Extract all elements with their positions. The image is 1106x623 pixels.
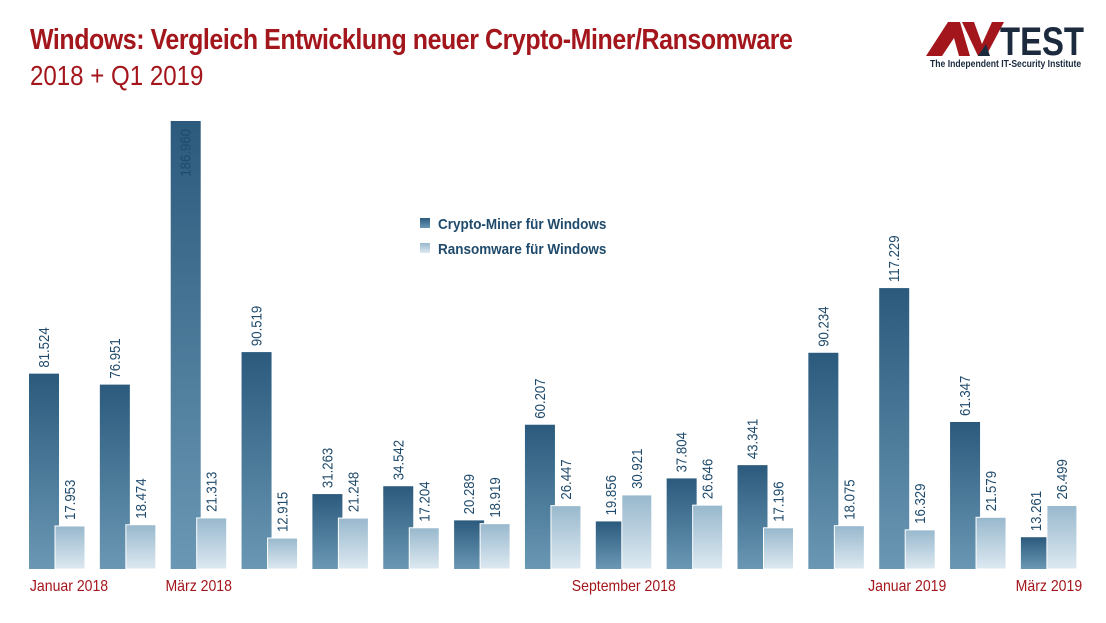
- x-tick-label: Januar 2019: [868, 577, 946, 595]
- bar-crypto-miner: [595, 521, 626, 569]
- bar-ransomware: [621, 494, 653, 570]
- bar-crypto-miner: [737, 465, 768, 569]
- av-test-logo: TEST: [926, 20, 1084, 64]
- value-label-crypto-miner: 13.261: [1027, 491, 1044, 531]
- bar-crypto-miner: [241, 352, 272, 569]
- value-label-crypto-miner: 81.524: [35, 327, 52, 367]
- bar-ransomware: [833, 525, 865, 570]
- x-tick-label: September 2018: [572, 577, 676, 595]
- value-label-ransomware: 18.474: [132, 478, 149, 518]
- legend-swatch-crypto: [420, 218, 430, 228]
- value-label-crypto-miner: 20.289: [460, 474, 477, 514]
- bar-ransomware: [337, 517, 369, 570]
- value-label-crypto-miner: 31.263: [319, 448, 336, 488]
- value-label-ransomware: 21.579: [982, 471, 999, 511]
- value-label-crypto-miner: 60.207: [531, 378, 548, 418]
- bar-crypto-miner: [312, 494, 343, 569]
- value-label-ransomware: 18.075: [841, 479, 858, 519]
- value-label-ransomware: 17.204: [415, 481, 432, 521]
- bar-crypto-miner: [383, 486, 414, 569]
- svg-text:TEST: TEST: [1000, 20, 1084, 64]
- value-label-ransomware: 26.646: [699, 459, 716, 499]
- bar-ransomware: [54, 525, 86, 570]
- value-label-crypto-miner: 61.347: [956, 376, 973, 416]
- value-label-crypto-miner: 90.234: [815, 306, 832, 346]
- bar-ransomware: [763, 527, 794, 570]
- value-label-crypto-miner: 43.341: [744, 419, 761, 459]
- bar-crypto-miner: [1020, 537, 1051, 569]
- bar-crypto-miner: [666, 478, 697, 569]
- legend: Crypto-Miner für Windows Ransomware für …: [420, 216, 606, 258]
- legend-label-crypto: Crypto-Miner für Windows: [438, 216, 606, 233]
- value-label-crypto-miner: 34.542: [389, 440, 406, 480]
- bar-ransomware: [196, 517, 228, 570]
- bar-ransomware: [408, 527, 440, 570]
- bar-ransomware: [1046, 505, 1078, 570]
- value-label-crypto-miner: 117.229: [885, 235, 902, 282]
- chart-subtitle: 2018 + Q1 2019: [30, 60, 204, 91]
- x-tick-label: März 2019: [1016, 577, 1082, 595]
- value-label-crypto-miner: 186.960: [177, 129, 194, 177]
- value-label-ransomware: 18.919: [486, 477, 503, 517]
- bar-ransomware: [125, 524, 157, 570]
- value-label-ransomware: 21.313: [203, 471, 220, 511]
- value-label-crypto-miner: 19.856: [602, 475, 619, 515]
- bar-crypto-miner: [879, 288, 910, 569]
- chart-title: Windows: Vergleich Entwicklung neuer Cry…: [30, 24, 793, 56]
- value-label-ransomware: 26.447: [557, 459, 574, 499]
- legend-swatch-ransom: [420, 243, 430, 253]
- bar-ransomware: [479, 523, 511, 570]
- value-label-crypto-miner: 76.951: [106, 338, 123, 378]
- logo-tagline: The Independent IT-Security Institute: [930, 58, 1082, 70]
- value-label-ransomware: 17.953: [61, 480, 78, 520]
- bar-crypto-miner: [454, 520, 485, 569]
- bar-ransomware: [692, 504, 724, 570]
- value-label-crypto-miner: 37.804: [673, 432, 690, 472]
- value-label-ransomware: 21.248: [345, 472, 362, 512]
- value-label-ransomware: 17.196: [770, 481, 787, 521]
- bar-crypto-miner: [808, 352, 839, 569]
- value-label-ransomware: 26.499: [1053, 459, 1070, 499]
- bar-ransomware: [550, 505, 582, 570]
- x-tick-label: März 2018: [165, 577, 231, 595]
- bar-ransomware: [267, 537, 299, 570]
- bar-crypto-miner: [99, 384, 130, 569]
- value-label-ransomware: 30.921: [628, 448, 645, 488]
- value-label-ransomware: 16.329: [911, 483, 928, 523]
- bar-crypto-miner: [950, 421, 981, 569]
- bar-crypto-miner: [29, 373, 59, 569]
- value-label-ransomware: 12.915: [274, 492, 291, 532]
- x-tick-label: Januar 2018: [30, 577, 108, 595]
- bar-crypto-miner: [170, 121, 201, 569]
- bar-crypto-miner: [524, 424, 555, 569]
- value-label-crypto-miner: 90.519: [248, 306, 265, 346]
- legend-label-ransom: Ransomware für Windows: [438, 241, 606, 258]
- bar-ransomware: [904, 529, 936, 570]
- bar-ransomware: [975, 516, 1007, 570]
